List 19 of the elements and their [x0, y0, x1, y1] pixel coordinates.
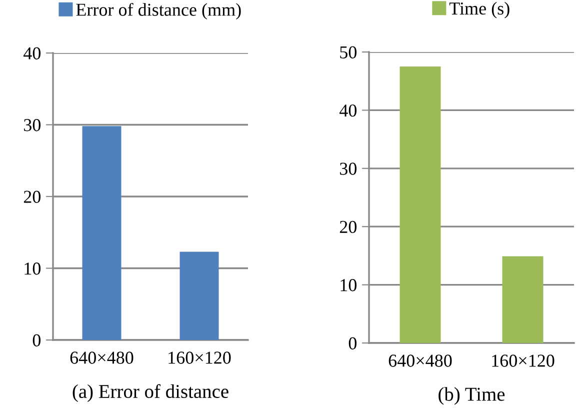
y-tick-label: 50 [340, 46, 357, 58]
legend-label: Error of distance (mm) [76, 2, 241, 20]
y-tick-label: 10 [340, 279, 357, 292]
y-tick-label: 40 [23, 47, 41, 60]
x-tick-label: 640×480 [70, 352, 134, 364]
y-tick-label: 0 [348, 337, 357, 350]
y-tick-label: 40 [339, 104, 357, 117]
y-tick-label: 20 [24, 190, 41, 203]
y-tick-label: 10 [24, 262, 41, 275]
y-tick-label: 20 [340, 220, 357, 234]
legend-label: Time (s) [449, 2, 510, 18]
y-tick-label: 30 [340, 162, 357, 175]
x-axis-title: (a) Error of distance [72, 384, 228, 402]
x-tick-label: 160×120 [168, 352, 231, 364]
y-tick-label: 30 [24, 119, 41, 132]
x-axis-title: (b) Time [438, 387, 505, 405]
y-tick-label: 0 [32, 334, 41, 346]
x-tick-label: 160×120 [492, 354, 554, 367]
x-tick-label: 640×480 [388, 354, 452, 367]
